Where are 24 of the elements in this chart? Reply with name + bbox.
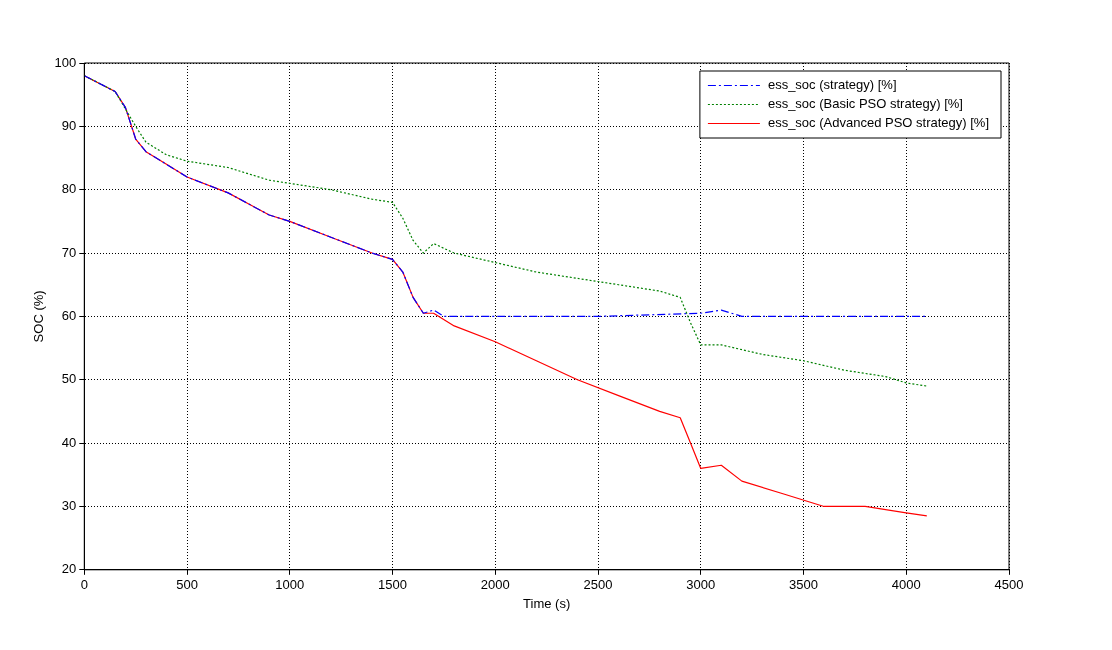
x-tick-label: 500	[176, 577, 198, 593]
y-tick-label: 30	[61, 498, 77, 514]
x-tick-label: 3000	[686, 577, 716, 593]
x-tick-label: 2500	[583, 577, 613, 593]
legend-label: ess_soc (Basic PSO strategy) [%]	[767, 96, 963, 112]
x-tick-label: 1000	[275, 577, 305, 593]
x-axis-title: Time (s)	[523, 595, 571, 611]
y-tick-label: 40	[61, 434, 77, 450]
legend-label: ess_soc (Advanced PSO strategy) [%]	[767, 115, 990, 131]
x-tick-label: 4500	[994, 577, 1024, 593]
y-tick-label: 50	[61, 371, 77, 387]
x-tick-label: 0	[80, 577, 88, 593]
x-tick-label: 2000	[480, 577, 510, 593]
x-tick-label: 3500	[789, 577, 818, 593]
y-axis-title: SOC (%)	[31, 290, 47, 343]
y-tick-label: 60	[61, 307, 77, 323]
x-tick-label: 1500	[378, 577, 407, 593]
x-tick-label: 4000	[891, 577, 921, 593]
y-tick-label: 90	[61, 117, 77, 133]
y-tick-label: 100	[54, 54, 77, 70]
y-tick-label: 80	[61, 181, 77, 197]
y-tick-label: 70	[61, 244, 77, 260]
legend-label: ess_soc (strategy) [%]	[767, 77, 897, 93]
y-tick-label: 20	[61, 561, 77, 577]
